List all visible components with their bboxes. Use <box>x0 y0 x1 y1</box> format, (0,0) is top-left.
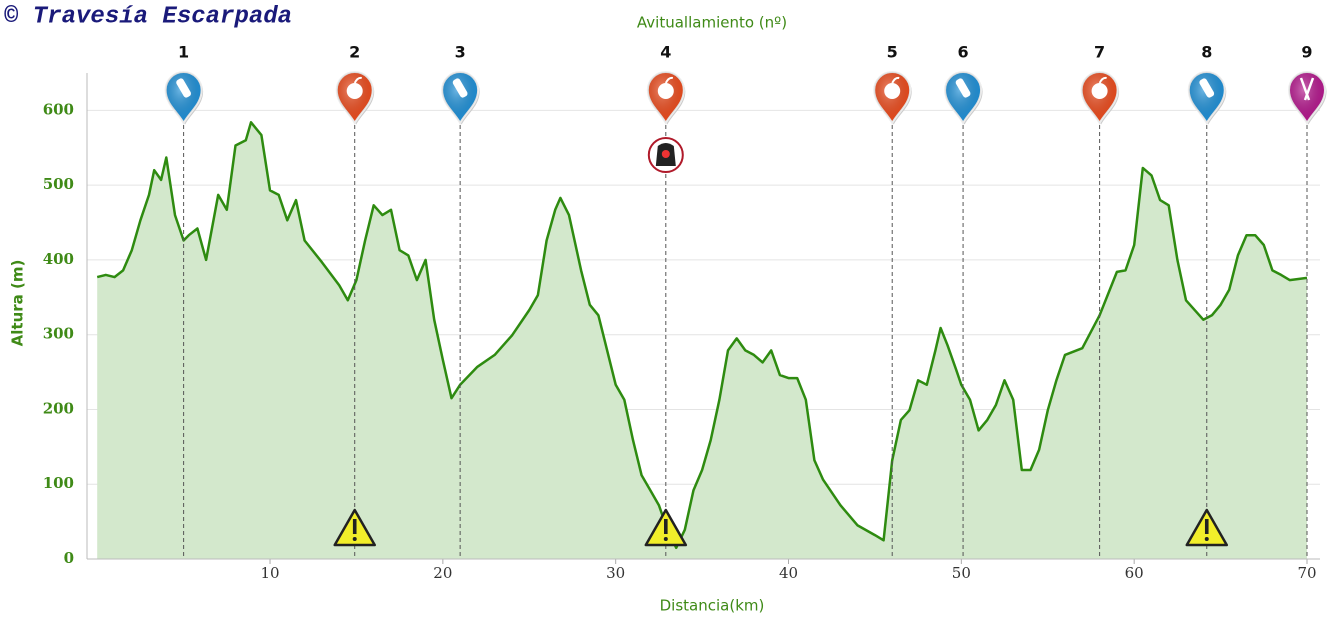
y-tick-label: 200 <box>43 399 74 417</box>
area-fill <box>97 122 1308 560</box>
x-tick-label: 20 <box>433 564 452 582</box>
icon-leaf <box>353 76 362 84</box>
icon-fruit <box>657 83 674 99</box>
icon-bottle <box>955 78 971 98</box>
icon-leaf <box>1098 76 1107 84</box>
station-label: 2 <box>349 43 360 62</box>
icon-bottle <box>1199 78 1215 98</box>
x-tick-label: 60 <box>1125 564 1144 582</box>
station-pin-shine <box>945 72 982 123</box>
y-tick-label: 100 <box>43 474 74 492</box>
station-label: 5 <box>887 43 898 62</box>
icon-leaf <box>891 76 900 84</box>
y-tick-label: 400 <box>43 250 74 268</box>
icon-leaf <box>664 76 674 84</box>
x-axis-label: Distancia(km) <box>660 597 765 615</box>
watermark: © Travesía Escarpada <box>4 3 292 30</box>
chart-title: Avituallamiento (nº) <box>637 14 787 32</box>
x-tick-label: 50 <box>952 564 971 582</box>
x-tick-label: 70 <box>1297 564 1316 582</box>
y-tick-label: 300 <box>43 325 74 343</box>
icon-bottle <box>452 78 468 98</box>
medical-cross <box>661 150 670 158</box>
elevation-line <box>96 121 1308 550</box>
y-tick-label: 0 <box>64 549 74 567</box>
icon-fruit <box>346 83 363 99</box>
icon-cutlery <box>1299 77 1315 101</box>
warning-bar <box>352 519 357 534</box>
station-label: 7 <box>1094 43 1105 62</box>
icon-bottle <box>176 78 191 98</box>
y-tick-label: 500 <box>43 175 74 193</box>
station-label: 4 <box>660 43 671 62</box>
station-label: 6 <box>958 43 969 62</box>
x-tick-label: 10 <box>260 564 279 582</box>
y-axis-label: Altura (m) <box>9 260 27 347</box>
icon-fruit <box>884 83 901 99</box>
station-label: 3 <box>455 43 466 62</box>
y-tick-label: 600 <box>43 100 74 118</box>
icon-fruit <box>1091 83 1108 99</box>
x-tick-label: 30 <box>606 564 625 582</box>
station-pin-shine <box>1188 72 1225 123</box>
warning-dot <box>663 537 668 541</box>
warning-dot <box>1204 537 1209 541</box>
station-label: 9 <box>1301 43 1312 62</box>
station-label: 8 <box>1201 43 1212 62</box>
station-pin-shine <box>442 72 479 123</box>
station-pin-shine <box>165 72 202 123</box>
warning-bar <box>1204 519 1209 534</box>
x-tick-label: 40 <box>779 564 798 582</box>
warning-bar <box>664 519 668 534</box>
station-label: 1 <box>178 43 189 62</box>
warning-dot <box>352 537 357 541</box>
